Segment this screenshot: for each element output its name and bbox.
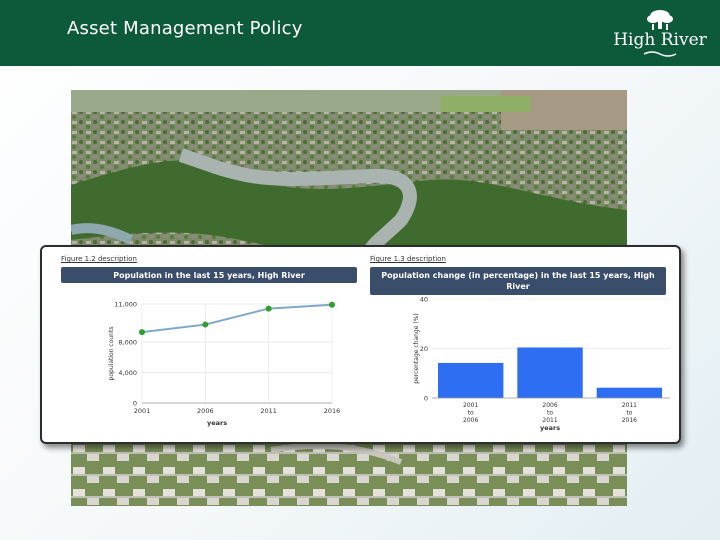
bar [596, 387, 663, 398]
tree-icon [647, 10, 673, 30]
y-axis-label: percentage change (%) [413, 313, 420, 383]
y-tick-label: 40 [420, 296, 428, 304]
x-axis-label: years [207, 419, 227, 427]
figures-panel: Figure 1.2 description Population in the… [40, 245, 681, 444]
y-tick-label: 4,000 [118, 369, 137, 377]
population-change-bar-chart: 020402001to20062006to20112011to2016years… [413, 296, 670, 432]
figure-left-label[interactable]: Figure 1.2 description [61, 255, 137, 263]
river-wave-icon [643, 51, 677, 57]
bar [517, 347, 583, 398]
x-tick-label: 2001 [463, 402, 478, 409]
data-point [202, 321, 209, 328]
x-tick-label: 2001 [134, 407, 151, 415]
figure-right-title: Population change (in percentage) in the… [370, 267, 666, 295]
x-tick-label: to [468, 410, 474, 417]
x-tick-label: 2006 [463, 417, 478, 424]
x-tick-label: 2016 [324, 407, 341, 415]
bar [438, 362, 504, 398]
y-tick-label: 0 [424, 395, 428, 403]
population-series-line [141, 303, 333, 334]
x-tick-label: to [626, 410, 632, 417]
x-tick-label: 2011 [622, 402, 637, 409]
data-point [329, 301, 335, 308]
high-river-logo: High River [606, 8, 714, 58]
figure-left-title: Population in the last 15 years, High Ri… [61, 267, 357, 283]
data-point [265, 305, 272, 312]
x-tick-label: to [547, 410, 553, 417]
y-tick-label: 0 [133, 400, 137, 408]
x-tick-label: 2011 [260, 407, 277, 415]
x-tick-label: 2016 [622, 417, 637, 424]
x-tick-label: 2006 [197, 407, 214, 415]
x-axis-label: years [540, 424, 560, 432]
data-point [139, 329, 145, 336]
y-tick-label: 11,000 [114, 301, 137, 309]
x-tick-label: 2006 [542, 402, 557, 409]
slide-title: Asset Management Policy [67, 18, 303, 39]
x-tick-label: 2011 [542, 417, 557, 424]
slide-header: Asset Management Policy High River [0, 0, 720, 66]
y-tick-label: 20 [420, 345, 428, 353]
logo-text: High River [613, 30, 707, 50]
figure-right-label[interactable]: Figure 1.3 description [370, 255, 446, 263]
population-line-chart: 0 4,000 8,000 11,000 2001 2006 2011 2016 years po… [108, 301, 341, 428]
y-tick-label: 8,000 [118, 339, 137, 347]
y-axis-label: population counts [108, 327, 115, 381]
